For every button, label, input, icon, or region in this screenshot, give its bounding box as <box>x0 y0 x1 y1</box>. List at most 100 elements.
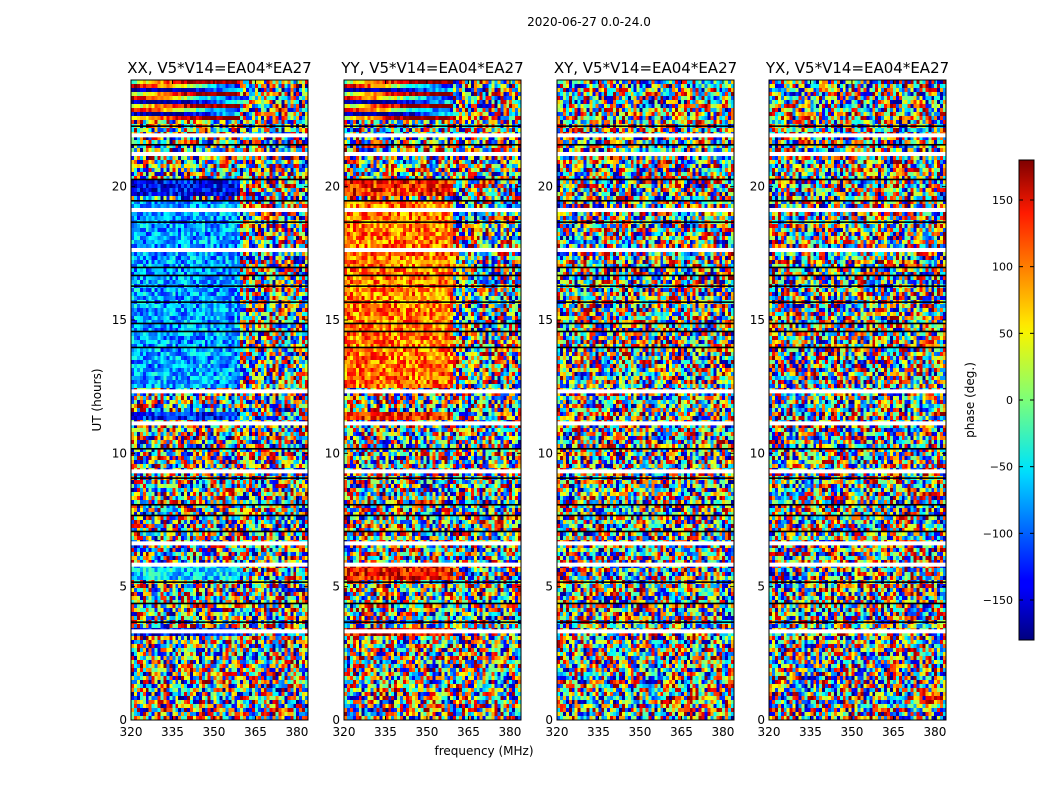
y-tick-label: 10 <box>112 446 127 460</box>
flagged-row-dark <box>344 301 521 303</box>
flagged-row-white <box>344 563 521 567</box>
y-tick-label: 20 <box>538 180 553 194</box>
x-tick-label: 380 <box>711 725 734 739</box>
flagged-row-dark <box>344 331 521 333</box>
flagged-row-white <box>131 152 308 156</box>
y-tick-label: 15 <box>112 313 127 327</box>
flagged-row-dark <box>769 323 946 325</box>
flagged-row-white <box>557 629 734 633</box>
panel-title: XY, V5*V14=EA04*EA27 <box>554 59 737 77</box>
flagged-row-dark <box>557 221 734 223</box>
y-tick-label: 5 <box>545 580 553 594</box>
colorbar-tick-label: −150 <box>983 594 1013 607</box>
flagged-row-white <box>131 469 308 473</box>
flagged-row-dark <box>344 323 521 325</box>
flagged-row-white <box>344 248 521 252</box>
flagged-row-white <box>769 208 946 212</box>
flagged-row-dark <box>344 621 521 623</box>
flagged-row-white <box>131 629 308 633</box>
flagged-row-dark <box>131 504 308 506</box>
x-tick-label: 335 <box>374 725 397 739</box>
flagged-row-white <box>557 133 734 137</box>
flagged-row-white <box>344 469 521 473</box>
flagged-row-white <box>557 152 734 156</box>
phase-cells <box>557 80 734 720</box>
flagged-row-dark <box>344 267 521 269</box>
x-tick-label: 350 <box>629 725 652 739</box>
flagged-row-dark <box>557 531 734 533</box>
flagged-row-dark <box>344 531 521 533</box>
flagged-row-dark <box>557 621 734 623</box>
x-tick-label: 320 <box>546 725 569 739</box>
flagged-row-dark <box>344 285 521 287</box>
colorbar-tick-label: 50 <box>999 327 1013 340</box>
flagged-row-dark <box>557 267 734 269</box>
flagged-row-dark <box>769 179 946 181</box>
y-tick-label: 0 <box>545 713 553 727</box>
x-tick-label: 320 <box>120 725 143 739</box>
flagged-row-dark <box>557 448 734 450</box>
phase-cells <box>131 80 308 720</box>
panel-title: YY, V5*V14=EA04*EA27 <box>340 59 523 77</box>
flagged-row-dark <box>557 477 734 479</box>
flagged-row-dark <box>769 531 946 533</box>
flagged-row-white <box>131 133 308 137</box>
phase-cells <box>344 80 521 720</box>
x-tick-label: 320 <box>333 725 356 739</box>
x-tick-label: 380 <box>285 725 308 739</box>
flagged-row-dark <box>131 125 308 127</box>
flagged-row-white <box>769 629 946 633</box>
flagged-row-dark <box>131 347 308 349</box>
flagged-row-dark <box>344 200 521 202</box>
flagged-row-white <box>344 541 521 545</box>
flagged-row-dark <box>769 347 946 349</box>
flagged-row-dark <box>131 221 308 223</box>
flagged-row-dark <box>769 221 946 223</box>
flagged-row-dark <box>557 323 734 325</box>
flagged-row-dark <box>344 221 521 223</box>
flagged-row-dark <box>557 275 734 277</box>
y-tick-label: 15 <box>325 313 340 327</box>
flagged-row-dark <box>769 515 946 517</box>
flagged-row-dark <box>557 515 734 517</box>
flagged-row-dark <box>344 125 521 127</box>
y-tick-label: 0 <box>757 713 765 727</box>
flagged-row-white <box>557 248 734 252</box>
flagged-row-dark <box>769 275 946 277</box>
flagged-row-dark <box>131 275 308 277</box>
flagged-row-dark <box>769 477 946 479</box>
colorbar-tick-label: −100 <box>983 527 1013 540</box>
flagged-row-dark <box>557 285 734 287</box>
flagged-row-white <box>131 208 308 212</box>
y-tick-label: 20 <box>112 180 127 194</box>
flagged-row-white <box>557 389 734 393</box>
x-tick-label: 320 <box>758 725 781 739</box>
flagged-row-dark <box>557 301 734 303</box>
x-tick-label: 335 <box>161 725 184 739</box>
flagged-row-white <box>769 421 946 425</box>
y-tick-label: 0 <box>119 713 127 727</box>
flagged-row-dark <box>131 331 308 333</box>
flagged-row-white <box>769 469 946 473</box>
flagged-row-dark <box>344 581 521 583</box>
flagged-row-white <box>344 421 521 425</box>
flagged-row-dark <box>344 603 521 605</box>
flagged-row-white <box>769 152 946 156</box>
y-axis-label: UT (hours) <box>90 368 104 431</box>
flagged-row-dark <box>131 603 308 605</box>
flagged-row-dark <box>131 515 308 517</box>
panel-title: XX, V5*V14=EA04*EA27 <box>127 59 311 77</box>
figure-suptitle: 2020-06-27 0.0-24.0 <box>527 15 651 29</box>
flagged-row-white <box>769 541 946 545</box>
flagged-row-dark <box>131 477 308 479</box>
x-tick-label: 350 <box>416 725 439 739</box>
flagged-row-dark <box>769 200 946 202</box>
flagged-row-white <box>557 469 734 473</box>
flagged-row-dark <box>131 323 308 325</box>
y-tick-label: 15 <box>750 313 765 327</box>
flagged-row-white <box>131 248 308 252</box>
y-tick-label: 10 <box>750 446 765 460</box>
flagged-row-white <box>344 133 521 137</box>
